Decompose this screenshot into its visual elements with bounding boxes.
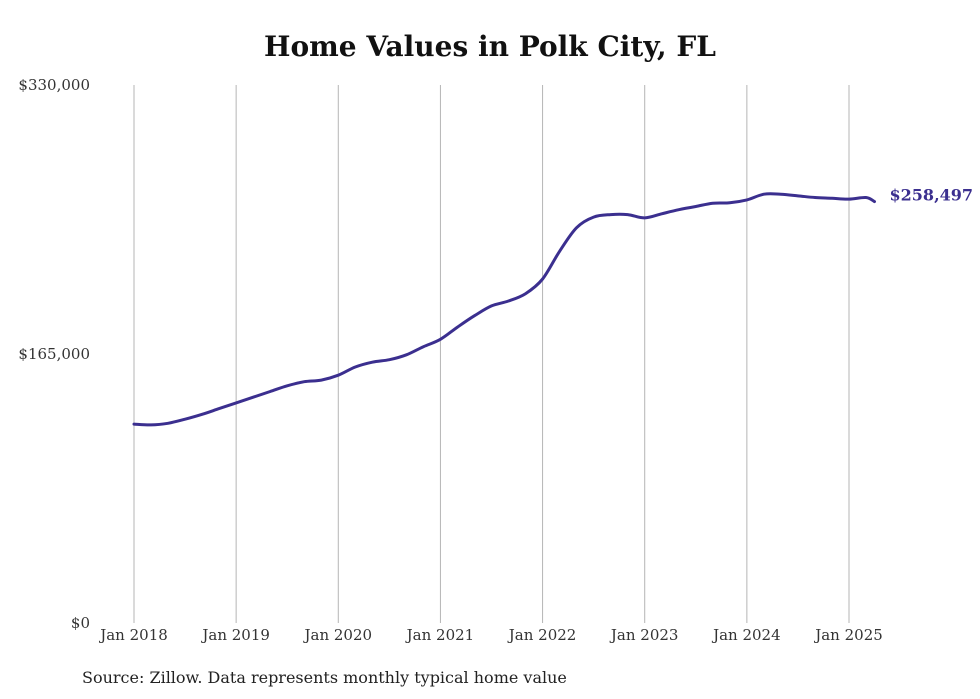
- end-label-layer: $258,497: [890, 186, 974, 205]
- x-tick-label: Jan 2024: [711, 626, 781, 644]
- x-tick-label: Jan 2021: [405, 626, 475, 644]
- y-tick-label: $330,000: [18, 76, 90, 94]
- x-tick-label: Jan 2025: [813, 626, 883, 644]
- x-axis-ticks: Jan 2018 Jan 2019 Jan 2020 Jan 2021 Jan 2022…: [98, 626, 883, 644]
- x-tick-label: Jan 2018: [98, 626, 168, 644]
- source-note: Source: Zillow. Data represents monthly …: [82, 668, 567, 687]
- x-tick-label: Jan 2022: [507, 626, 577, 644]
- x-tick-label: Jan 2019: [200, 626, 270, 644]
- x-tick-label: Jan 2020: [303, 626, 373, 644]
- gridlines: [133, 85, 850, 623]
- x-tick-label: Jan 2023: [609, 626, 679, 644]
- y-tick-label: $0: [71, 614, 90, 632]
- chart-title: Home Values in Polk City, FL: [264, 30, 716, 63]
- series-layer: [132, 192, 876, 427]
- end-value-label: $258,497: [890, 186, 974, 205]
- y-tick-label: $165,000: [18, 345, 90, 363]
- y-axis-ticks: $0 $165,000 $330,000: [18, 76, 90, 632]
- series-line-home-value: [132, 192, 876, 427]
